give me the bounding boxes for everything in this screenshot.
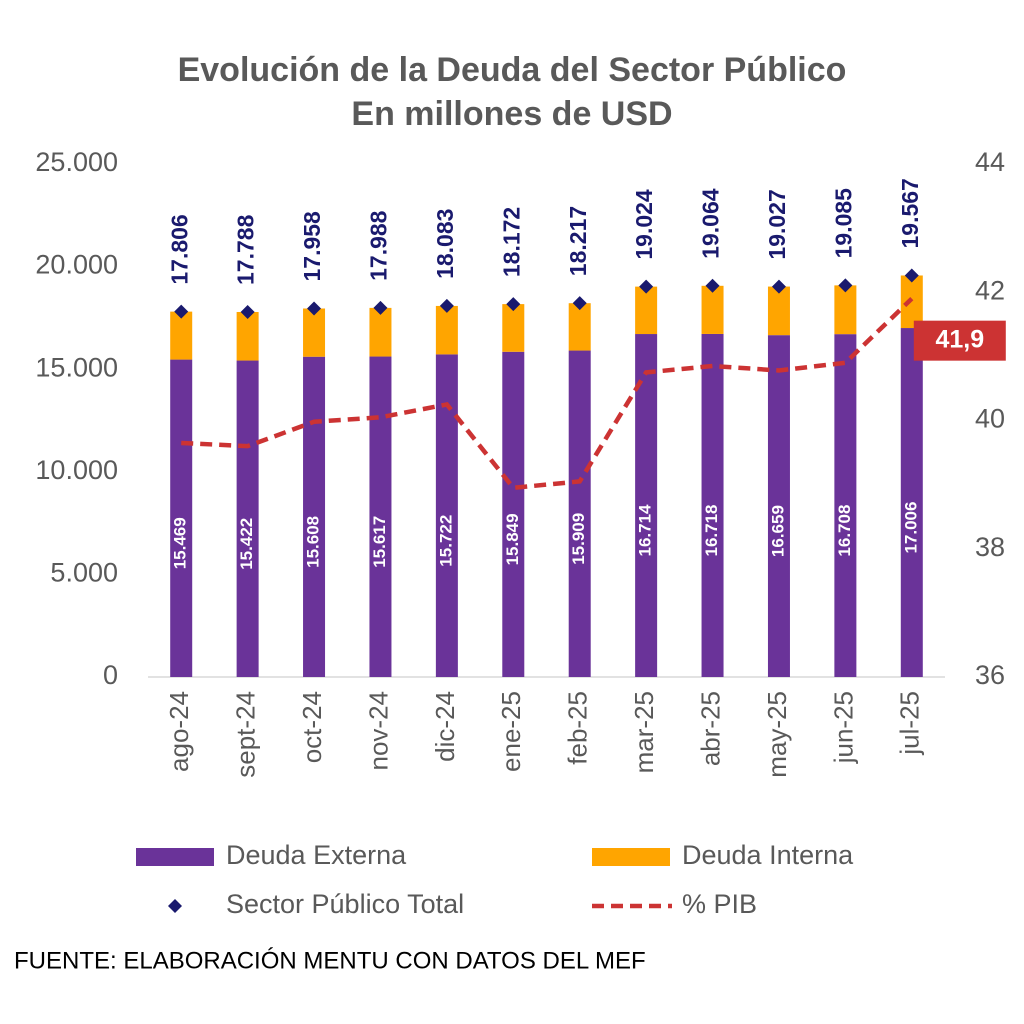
x-tick-label: ago-24	[164, 691, 194, 772]
x-tick-label: jun-25	[828, 691, 858, 764]
chart-title: Evolución de la Deuda del Sector Público	[178, 51, 847, 89]
bar-segment	[303, 356, 326, 677]
x-tick-label: jul-25	[895, 691, 925, 756]
x-tick-label: dic-24	[430, 691, 460, 762]
bar-value-label: 15.849	[503, 513, 522, 565]
bar-segment	[170, 359, 193, 677]
bar-segment	[236, 311, 259, 361]
x-tick-label: oct-24	[297, 691, 327, 763]
x-tick-label: feb-25	[563, 691, 593, 765]
total-value-label: 19.024	[631, 189, 657, 260]
x-tick-label: may-25	[762, 691, 792, 778]
bar-segment	[435, 354, 458, 677]
bar-segment	[834, 334, 857, 677]
bar-value-label: 16.718	[702, 504, 721, 556]
bar-segment	[369, 307, 392, 357]
total-value-label: 19.567	[897, 178, 923, 248]
total-marker	[838, 278, 853, 293]
bar-segment	[170, 311, 193, 360]
bar-segment	[701, 333, 724, 677]
bar-segment	[834, 285, 857, 335]
y2-tick-label: 38	[975, 532, 1005, 562]
total-value-label: 17.788	[233, 214, 259, 285]
y2-tick-label: 40	[975, 404, 1005, 434]
total-marker	[439, 298, 454, 313]
bar-segment	[236, 360, 259, 677]
legend-swatch	[592, 848, 670, 866]
bar-value-label: 15.469	[171, 517, 190, 569]
bar-value-label: 15.617	[370, 516, 389, 568]
x-tick-label: nov-24	[363, 691, 393, 771]
legend-label: % PIB	[682, 889, 757, 919]
total-value-label: 19.027	[764, 189, 790, 259]
source: FUENTE: ELABORACIÓN MENTU CON DATOS DEL …	[14, 947, 646, 974]
legend-swatch	[136, 848, 214, 866]
total-value-label: 19.064	[698, 188, 724, 259]
bar-segment	[701, 285, 724, 334]
bar-segment	[635, 286, 658, 335]
total-value-label: 18.217	[565, 206, 591, 276]
chart-subtitle: En millones de USD	[351, 95, 672, 133]
y-tick-label: 25.000	[35, 147, 118, 177]
total-marker	[373, 300, 388, 315]
y-tick-label: 0	[103, 660, 118, 690]
bar-value-label: 15.608	[304, 516, 323, 568]
bar-segment	[435, 305, 458, 355]
bar-segment	[303, 308, 326, 357]
bar-segment	[502, 304, 525, 352]
x-tick-label: ene-25	[496, 691, 526, 772]
y2-tick-label: 36	[975, 660, 1005, 690]
bar-segment	[767, 335, 790, 677]
total-marker	[705, 278, 720, 293]
pib-value-label: 41,9	[935, 325, 984, 353]
total-value-label: 18.172	[498, 207, 524, 277]
total-marker	[639, 279, 654, 294]
bar-value-label: 17.006	[901, 502, 920, 554]
bar-segment	[568, 350, 591, 677]
total-marker	[771, 279, 786, 294]
y2-tick-label: 42	[975, 275, 1005, 305]
pib-line	[181, 297, 914, 491]
bar-value-label: 16.714	[636, 504, 655, 557]
total-value-label: 19.085	[830, 188, 856, 259]
legend-label: Sector Público Total	[226, 889, 464, 919]
total-marker	[174, 304, 189, 319]
legend-label: Deuda Externa	[226, 840, 407, 870]
x-tick-label: sept-24	[231, 691, 261, 778]
y-tick-label: 15.000	[35, 352, 118, 382]
bar-value-label: 16.659	[768, 505, 787, 557]
x-tick-label: abr-25	[695, 691, 725, 766]
legend-label: Deuda Interna	[682, 840, 854, 870]
bar-segment	[767, 286, 790, 336]
total-marker	[307, 301, 322, 316]
total-marker	[506, 297, 521, 312]
y2-tick-label: 44	[975, 147, 1005, 177]
x-tick-label: mar-25	[629, 691, 659, 773]
bar-segment	[568, 303, 591, 351]
pib-label-box	[913, 320, 1006, 361]
bar-segment	[369, 356, 392, 677]
total-value-label: 17.988	[366, 210, 392, 281]
total-value-label: 17.958	[299, 211, 325, 282]
bar-segment	[635, 334, 658, 677]
total-marker	[240, 304, 255, 319]
y-tick-label: 20.000	[35, 250, 118, 280]
total-value-label: 17.806	[166, 214, 192, 284]
total-marker	[904, 268, 919, 283]
y-tick-label: 10.000	[35, 455, 118, 485]
bar-value-label: 15.909	[569, 513, 588, 565]
bar-value-label: 15.722	[436, 515, 455, 567]
bar-segment	[900, 328, 923, 677]
y-tick-label: 5.000	[50, 558, 118, 588]
total-value-label: 18.083	[432, 209, 458, 279]
total-marker	[572, 296, 587, 311]
legend-swatch	[168, 899, 182, 913]
bar-segment	[502, 351, 525, 677]
bar-value-label: 16.708	[835, 505, 854, 557]
bar-value-label: 15.422	[237, 518, 256, 570]
